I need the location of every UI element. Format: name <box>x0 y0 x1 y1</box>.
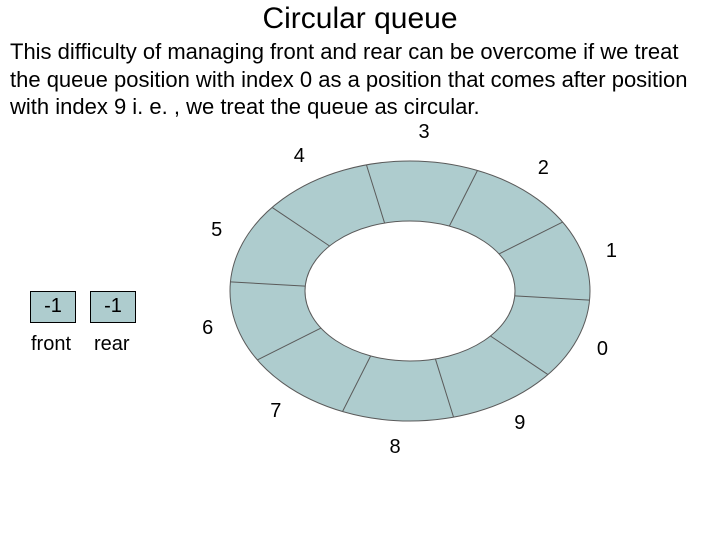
diagram-stage: -1 -1 front rear 0123456789 <box>0 121 720 501</box>
ring-label-8: 8 <box>389 436 400 459</box>
ring-label-3: 3 <box>419 121 430 144</box>
ring-label-0: 0 <box>597 338 608 361</box>
ring-label-9: 9 <box>514 412 525 435</box>
body-paragraph: This difficulty of managing front and re… <box>0 38 720 121</box>
page-title: Circular queue <box>0 2 720 36</box>
ring-label-1: 1 <box>606 240 617 263</box>
circular-queue-ring <box>0 121 720 506</box>
ring-label-7: 7 <box>270 400 281 423</box>
ring-label-6: 6 <box>202 317 213 340</box>
ring-label-5: 5 <box>211 219 222 242</box>
ring-label-4: 4 <box>294 145 305 168</box>
ring-label-2: 2 <box>538 157 549 180</box>
